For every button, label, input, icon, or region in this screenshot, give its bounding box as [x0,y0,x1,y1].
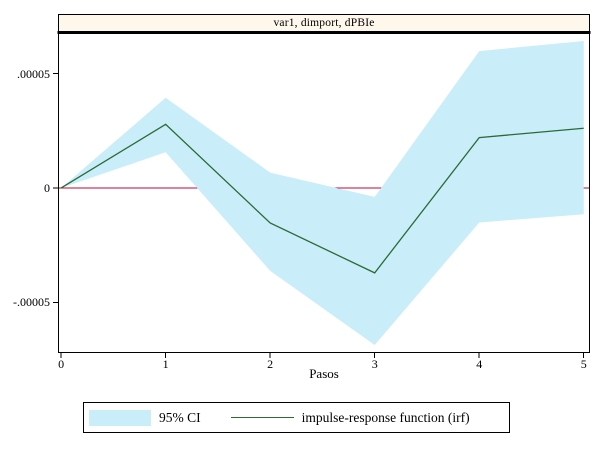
x-tick-label: 3 [371,357,378,371]
x-tick-label: 2 [267,357,274,371]
plot-title-box: var1, dimport, dPBIe [58,14,590,31]
x-tick-label: 5 [580,357,587,371]
plot-title: var1, dimport, dPBIe [273,17,375,29]
x-tick-label: 0 [58,357,65,371]
x-axis-title: Pasos [309,366,339,381]
irf-legend-label: impulse-response function (irf) [301,409,470,425]
ci-legend-label: 95% CI [159,409,201,425]
legend: 95% CI impulse-response function (irf) [83,402,510,433]
y-tick-label: 0 [44,180,50,195]
irf-line-sample [230,417,294,418]
x-tick-label: 4 [476,357,483,371]
x-tick-label: 1 [162,357,169,371]
y-tick-label: .00005 [17,66,50,81]
ci-band-swatch [89,409,151,426]
y-tick-label: -.00005 [13,295,50,310]
